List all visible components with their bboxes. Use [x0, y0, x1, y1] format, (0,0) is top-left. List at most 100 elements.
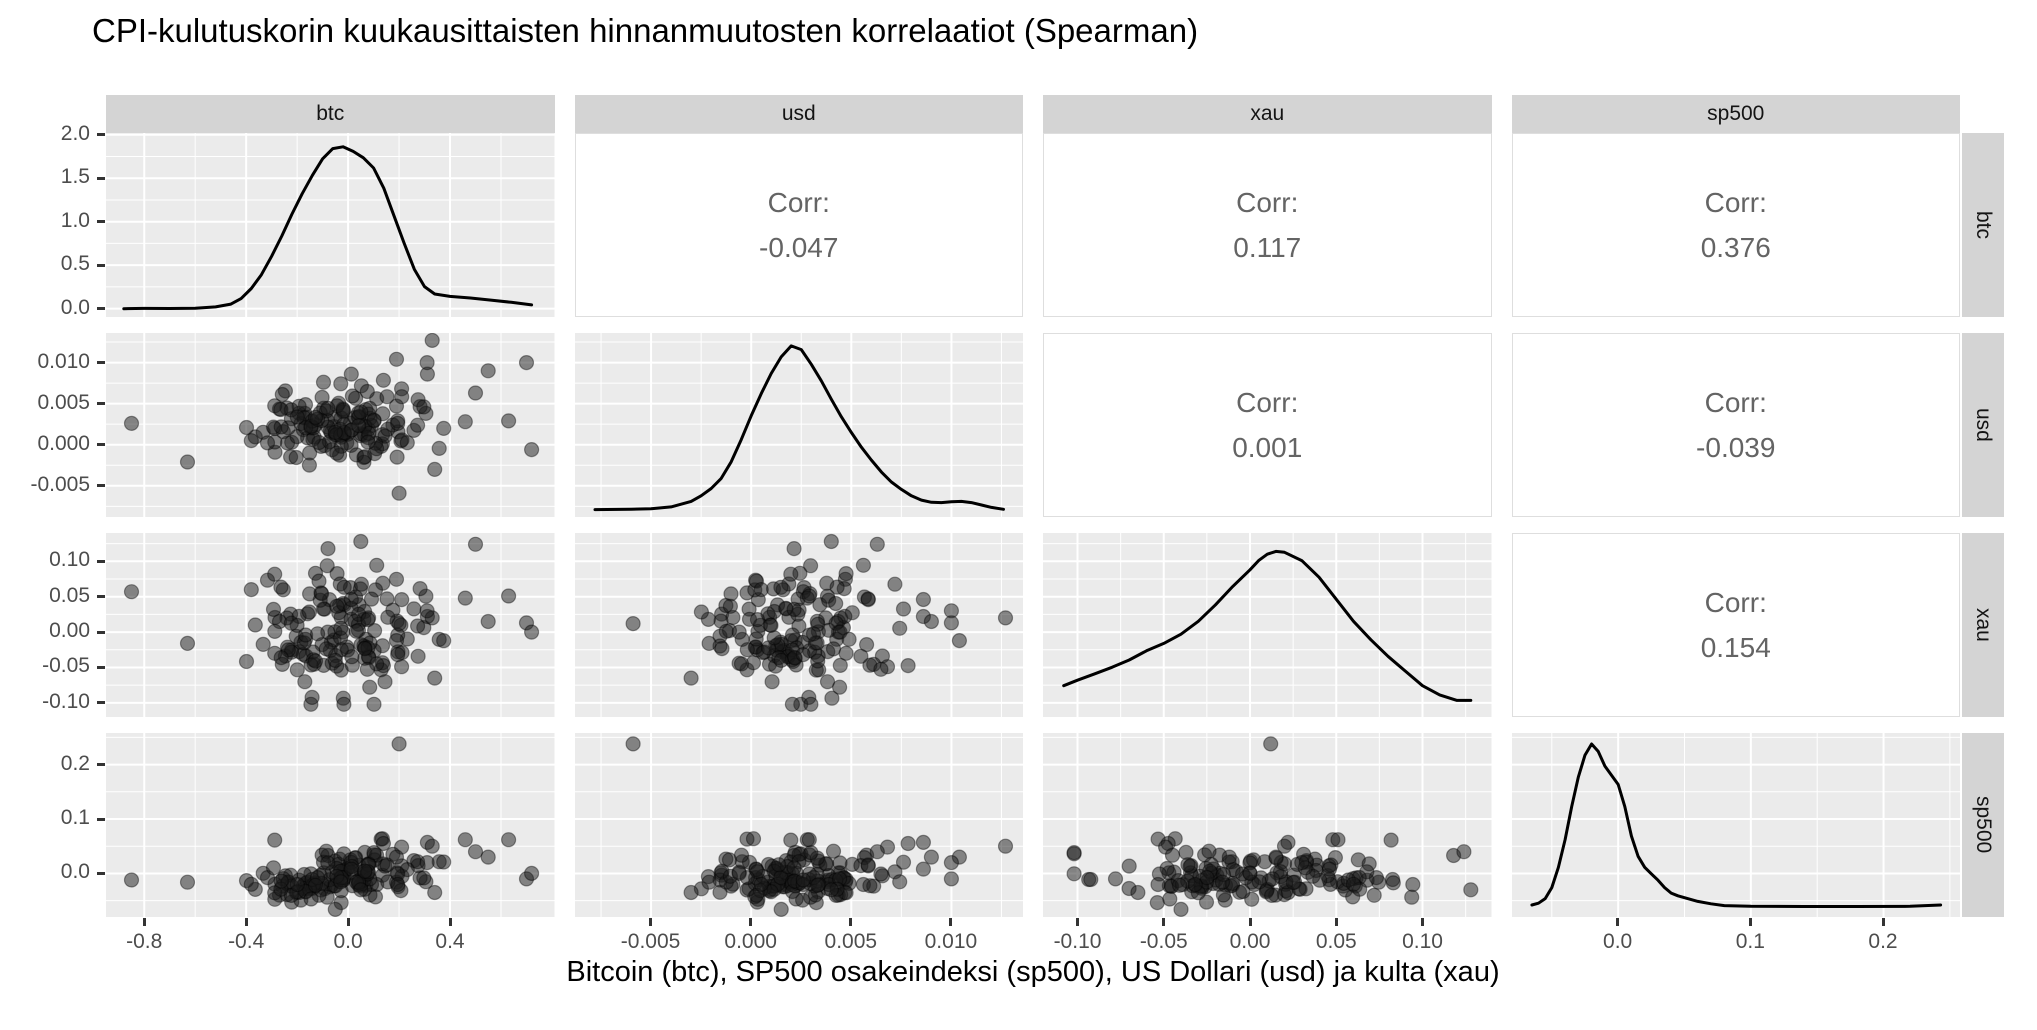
- y-tick-label-row1: 0.0: [60, 295, 90, 319]
- y-tick-mark: [97, 133, 105, 137]
- x-tick-mark: [346, 918, 350, 926]
- x-tick-label-col2: 0.005: [824, 930, 878, 953]
- x-tick-label-col3: 0.10: [1402, 930, 1443, 953]
- y-tick-mark: [97, 402, 105, 406]
- panel-density-usd: [574, 333, 1023, 517]
- x-tick-mark: [1076, 918, 1079, 926]
- x-tick-label-col3: 0.05: [1315, 930, 1357, 953]
- x-tick-label-col3: -0.10: [1053, 930, 1102, 953]
- panel-corr-btc-xau: Corr: 0.117: [1043, 133, 1492, 317]
- corr-value: 0.376: [1700, 232, 1771, 263]
- y-tick-mark: [97, 817, 105, 821]
- panel-corr-btc-sp500: Corr: 0.376: [1511, 133, 1960, 317]
- y-tick-label-row3: -0.10: [42, 689, 90, 713]
- y-tick-label-row2: 0.010: [37, 349, 90, 373]
- y-tick-mark: [97, 701, 105, 705]
- x-tick-label-col2: 0.010: [924, 930, 978, 953]
- panel-corr-usd-sp500: Corr: -0.039: [1511, 333, 1960, 517]
- top-strip-btc: btc: [106, 95, 555, 133]
- y-tick-label-row2: 0.000: [37, 431, 90, 455]
- x-tick-mark: [1616, 918, 1620, 926]
- x-axis-title: Bitcoin (btc), SP500 osakeindeksi (sp500…: [566, 956, 1500, 988]
- x-tick-mark: [244, 918, 248, 926]
- x-tick-label-col4: 0.1: [1735, 930, 1765, 953]
- x-tick-mark: [448, 918, 452, 926]
- corr-label: Corr:: [1704, 186, 1767, 218]
- x-tick-label-col4: 0.2: [1868, 930, 1898, 953]
- panel-scatter-sp500-vs-usd: [574, 733, 1023, 917]
- y-tick-mark: [97, 871, 105, 875]
- x-tick-mark: [1881, 918, 1885, 926]
- x-tick-label-col2: -0.005: [620, 930, 681, 953]
- y-tick-mark: [97, 443, 105, 447]
- panel-scatter-xau-vs-usd: [574, 533, 1023, 717]
- y-tick-mark: [97, 665, 105, 669]
- x-tick-mark: [949, 918, 953, 926]
- y-tick-mark: [97, 263, 105, 267]
- y-tick-mark: [97, 220, 105, 224]
- y-tick-mark: [97, 595, 105, 599]
- panel-scatter-xau-vs-btc: [106, 533, 555, 717]
- corr-label: Corr:: [1236, 386, 1299, 418]
- x-tick-label-col1: -0.4: [228, 930, 265, 953]
- y-tick-mark: [97, 630, 105, 634]
- top-strip-xau: xau: [1043, 95, 1492, 133]
- plot-title: CPI-kulutuskorin kuukausittaisten hinnan…: [92, 12, 1199, 49]
- panel-scatter-sp500-vs-xau: [1043, 733, 1492, 917]
- y-tick-label-row3: 0.10: [49, 548, 90, 572]
- x-tick-label-col3: 0.00: [1229, 930, 1271, 953]
- y-tick-mark: [97, 559, 105, 563]
- right-strip-xau: xau: [1962, 533, 2004, 717]
- y-tick-mark: [97, 484, 105, 488]
- right-strip-btc: btc: [1962, 133, 2004, 317]
- x-tick-mark: [142, 918, 146, 926]
- y-tick-label-row2: 0.005: [37, 390, 90, 414]
- panel-density-xau: [1043, 533, 1492, 717]
- panel-density-sp500: [1511, 733, 1960, 917]
- x-tick-mark: [1248, 918, 1252, 926]
- x-tick-mark: [649, 918, 653, 926]
- right-strip-usd: usd: [1962, 333, 2004, 517]
- x-tick-mark: [1748, 918, 1752, 926]
- x-tick-mark: [1421, 918, 1424, 926]
- y-tick-label-row1: 2.0: [60, 121, 90, 145]
- y-tick-mark: [97, 176, 105, 180]
- x-tick-label-col4: 0.0: [1603, 930, 1633, 953]
- y-tick-label-row3: -0.05: [42, 654, 90, 678]
- y-tick-label-row3: 0.00: [49, 619, 90, 643]
- x-tick-mark: [1334, 918, 1338, 926]
- x-tick-mark: [849, 918, 853, 926]
- corr-value: -0.047: [759, 232, 839, 263]
- y-tick-label-row4: 0.2: [60, 751, 90, 775]
- x-tick-mark: [749, 918, 753, 926]
- panel-corr-btc-usd: Corr: -0.047: [574, 133, 1023, 317]
- x-tick-label-col1: 0.0: [333, 930, 363, 953]
- x-tick-mark: [1162, 918, 1166, 926]
- top-strip-sp500: sp500: [1511, 95, 1960, 133]
- panel-scatter-sp500-vs-btc: [106, 733, 555, 917]
- x-tick-label-col2: 0.000: [724, 930, 777, 953]
- corr-value: 0.117: [1233, 232, 1302, 263]
- corr-label: Corr:: [1704, 386, 1767, 418]
- corr-label: Corr:: [767, 186, 830, 218]
- x-tick-label-col1: 0.4: [435, 930, 465, 953]
- right-strip-sp500: sp500: [1962, 733, 2004, 917]
- corr-label: Corr:: [1704, 586, 1767, 618]
- y-tick-label-row1: 0.5: [60, 252, 90, 276]
- corr-value: 0.154: [1700, 632, 1771, 663]
- panel-corr-usd-xau: Corr: 0.001: [1043, 333, 1492, 517]
- top-strip-usd: usd: [574, 95, 1023, 133]
- corr-label: Corr:: [1236, 186, 1299, 218]
- y-tick-mark: [97, 307, 105, 311]
- y-tick-label-row3: 0.05: [49, 583, 90, 607]
- y-tick-label-row4: 0.1: [60, 806, 90, 829]
- panel-corr-xau-sp500: Corr: 0.154: [1511, 533, 1960, 717]
- y-tick-label-row2: -0.005: [30, 472, 90, 496]
- panel-density-btc: [106, 133, 555, 317]
- corr-value: -0.039: [1696, 432, 1776, 463]
- corr-value: 0.001: [1232, 432, 1303, 463]
- y-tick-label-row4: 0.0: [60, 860, 90, 884]
- y-tick-label-row1: 1.5: [60, 165, 90, 189]
- y-tick-mark: [97, 763, 105, 767]
